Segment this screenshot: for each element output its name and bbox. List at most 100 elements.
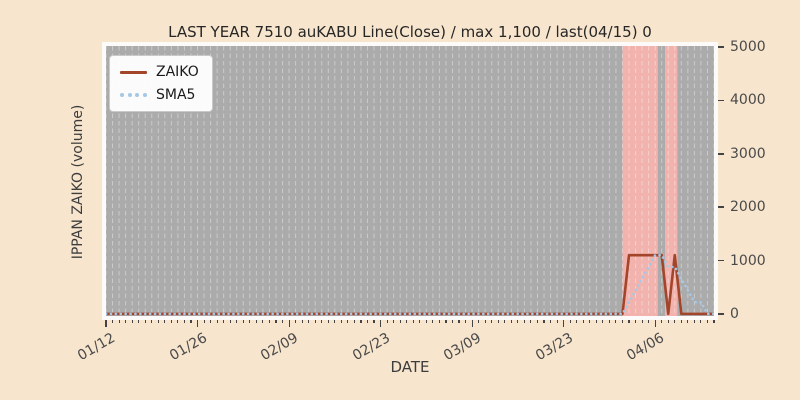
- x-minor-tick: [347, 320, 349, 323]
- x-minor-tick: [530, 320, 532, 323]
- x-minor-tick: [700, 320, 702, 323]
- x-minor-tick: [576, 320, 578, 323]
- x-minor-tick: [118, 320, 120, 323]
- x-minor-tick: [661, 320, 663, 323]
- x-minor-tick: [353, 320, 355, 323]
- x-axis-label: DATE: [390, 358, 430, 376]
- x-minor-tick: [648, 320, 650, 323]
- y-tick: [718, 153, 724, 155]
- x-minor-tick: [281, 320, 284, 323]
- x-minor-tick: [595, 320, 597, 323]
- x-major-tick: [380, 320, 382, 327]
- x-minor-tick: [308, 320, 310, 323]
- x-minor-tick: [523, 320, 525, 323]
- x-minor-tick: [373, 320, 375, 323]
- x-minor-tick: [138, 320, 140, 323]
- x-minor-tick: [111, 320, 114, 323]
- x-major-tick: [654, 320, 656, 327]
- zaiko-line-sample-icon: [120, 70, 147, 74]
- x-major-tick: [563, 320, 565, 327]
- x-minor-tick: [131, 320, 133, 323]
- y-tick: [718, 313, 724, 315]
- x-minor-tick: [321, 320, 323, 323]
- x-minor-tick: [177, 320, 179, 323]
- x-minor-tick: [275, 320, 277, 323]
- x-minor-tick: [366, 320, 369, 323]
- x-minor-tick: [602, 320, 604, 323]
- x-minor-tick: [170, 320, 172, 323]
- sma5-dotted-sample-icon: [120, 93, 147, 97]
- x-minor-tick: [334, 320, 336, 323]
- legend: ZAIKO SMA5: [109, 55, 213, 112]
- x-major-tick: [196, 320, 199, 327]
- x-minor-tick: [497, 320, 499, 323]
- x-minor-tick: [314, 320, 316, 323]
- x-minor-tick: [419, 320, 421, 323]
- x-minor-tick: [327, 320, 329, 323]
- x-major-tick: [105, 320, 107, 327]
- x-minor-tick: [451, 320, 454, 323]
- x-minor-tick: [706, 320, 709, 323]
- y-tick-label: 0: [730, 305, 739, 322]
- x-minor-tick: [608, 320, 610, 323]
- x-minor-tick: [536, 320, 539, 323]
- x-minor-tick: [340, 320, 342, 323]
- x-minor-tick: [465, 320, 467, 323]
- x-minor-tick: [589, 320, 591, 323]
- x-major-tick: [288, 320, 290, 327]
- x-minor-tick: [693, 320, 695, 323]
- x-minor-tick: [242, 320, 244, 323]
- x-minor-tick: [301, 320, 303, 323]
- x-minor-tick: [223, 320, 225, 323]
- legend-item-sma5: SMA5: [120, 87, 199, 103]
- x-minor-tick: [151, 320, 153, 323]
- x-minor-tick: [406, 320, 408, 323]
- x-minor-tick: [556, 320, 558, 323]
- y-tick-label: 4000: [730, 92, 766, 109]
- y-tick: [718, 259, 724, 262]
- x-minor-tick: [713, 320, 715, 323]
- x-minor-tick: [615, 320, 617, 323]
- x-minor-tick: [687, 320, 689, 323]
- x-minor-tick: [144, 320, 146, 323]
- x-minor-tick: [510, 320, 512, 323]
- x-minor-tick: [216, 320, 218, 323]
- x-minor-tick: [445, 320, 447, 323]
- legend-label-sma5: SMA5: [156, 87, 196, 103]
- x-minor-tick: [164, 320, 166, 323]
- legend-label-zaiko: ZAIKO: [156, 64, 199, 80]
- x-minor-tick: [249, 320, 251, 323]
- x-minor-tick: [432, 320, 434, 323]
- x-minor-tick: [412, 320, 414, 323]
- legend-item-zaiko: ZAIKO: [120, 64, 199, 80]
- x-minor-tick: [582, 320, 584, 323]
- x-minor-tick: [268, 320, 270, 323]
- x-minor-tick: [491, 320, 493, 323]
- x-minor-tick: [229, 320, 231, 323]
- y-tick-label: 3000: [730, 145, 766, 162]
- y-tick: [718, 46, 724, 48]
- x-minor-tick: [438, 320, 440, 323]
- x-minor-tick: [641, 320, 643, 323]
- chart-title: LAST YEAR 7510 auKABU Line(Close) / max …: [168, 23, 652, 41]
- x-minor-tick: [621, 320, 624, 323]
- x-minor-tick: [680, 320, 682, 323]
- x-minor-tick: [210, 320, 212, 323]
- x-minor-tick: [295, 320, 297, 323]
- x-minor-tick: [478, 320, 480, 323]
- series-sma5: [106, 253, 714, 316]
- x-minor-tick: [628, 320, 630, 323]
- x-minor-tick: [393, 320, 395, 323]
- shaded-span: [665, 46, 678, 316]
- x-minor-tick: [674, 320, 676, 323]
- x-minor-tick: [190, 320, 192, 323]
- x-minor-tick: [667, 320, 669, 323]
- x-minor-tick: [386, 320, 388, 323]
- y-tick-label: 1000: [730, 252, 766, 269]
- x-major-tick: [471, 320, 473, 327]
- x-minor-tick: [360, 320, 362, 323]
- x-minor-tick: [484, 320, 486, 323]
- y-tick-label: 5000: [730, 39, 766, 56]
- x-minor-tick: [125, 320, 127, 323]
